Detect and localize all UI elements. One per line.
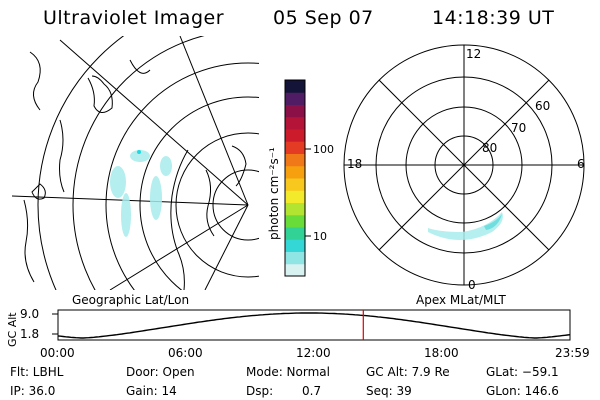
color-scale-segment: [285, 263, 305, 277]
color-scale-segment: [285, 116, 305, 130]
mlt-label-12: 12: [466, 47, 481, 61]
color-scale-segment: [285, 214, 305, 228]
aurora-patch: [121, 193, 131, 237]
altitude-curve: [57, 312, 571, 339]
aurora-patch: [130, 150, 150, 162]
info-dsp-value: 0.7: [302, 384, 321, 398]
aurora-patch: [110, 166, 126, 198]
time-tick-label: 12:00: [296, 346, 331, 360]
color-scale-segment: [285, 202, 305, 216]
color-scale-bar: [285, 80, 305, 277]
time-tick-label: 00:00: [40, 346, 75, 360]
color-scale-segment: [285, 141, 305, 154]
info-gc-alt: GC Alt: 7.9 Re: [366, 365, 450, 379]
color-scale-segment: [285, 251, 305, 265]
lat-arc: [105, 62, 259, 290]
geo-panel-caption: Geographic Lat/Lon: [72, 293, 189, 307]
color-tick-label-10: 10: [313, 230, 327, 243]
meridian: [109, 204, 249, 290]
mlt-label-6: 6: [577, 157, 585, 171]
coastline: [205, 169, 215, 237]
polar-aurora-bright: [484, 214, 502, 230]
info-ip: IP: 36.0: [10, 384, 55, 398]
coastline: [129, 59, 151, 74]
lat-arc: [212, 169, 259, 241]
mlat-label-60: 60: [535, 99, 550, 113]
observation-date: 05 Sep 07: [273, 7, 374, 29]
info-glon: GLon: 146.6: [486, 384, 559, 398]
instrument-title: Ultraviolet Imager: [43, 7, 225, 29]
time-tick-label: 06:00: [168, 346, 203, 360]
color-scale-segment: [285, 92, 305, 105]
lat-arc: [139, 96, 259, 290]
aurora-patch: [160, 156, 172, 176]
alt-axis-label: GC Alt: [6, 312, 19, 347]
coastline: [29, 51, 41, 111]
coastline: [87, 75, 113, 113]
color-scale-segment: [285, 227, 305, 240]
coastline: [31, 183, 46, 200]
aurora-patch: [150, 176, 162, 220]
alt-tick-label-9: 9.0: [20, 307, 39, 321]
mlat-label-80: 80: [482, 141, 497, 155]
info-seq: Seq: 39: [366, 384, 412, 398]
color-scale-segment: [285, 153, 305, 167]
color-tick-label-100: 100: [313, 143, 334, 156]
time-tick-label: 23:59: [555, 346, 590, 360]
lat-arc: [37, 36, 125, 290]
color-scale-segment: [285, 178, 305, 191]
coastline: [59, 119, 65, 193]
color-scale-frame: [284, 79, 306, 277]
color-scale-segment: [285, 129, 305, 142]
color-scale-unit: photon cm⁻²s⁻¹: [267, 147, 281, 240]
meridian: [179, 36, 249, 206]
color-scale-segment: [285, 239, 305, 252]
polar-aurora-oval: [428, 212, 503, 240]
info-glat: GLat: −59.1: [486, 365, 559, 379]
color-scale-segment: [285, 80, 305, 93]
color-scale-segment: [285, 190, 305, 203]
coastline: [231, 145, 247, 187]
mlt-label-0: 0: [468, 278, 476, 292]
polar-plot: [343, 44, 585, 286]
time-tick-label: 18:00: [424, 346, 459, 360]
observation-time: 14:18:39 UT: [432, 7, 555, 29]
info-mode: Mode: Normal: [246, 365, 330, 379]
alt-tick-label-1.8: 1.8: [20, 327, 39, 341]
polar-panel-caption: Apex MLat/MLT: [416, 293, 506, 307]
info-filter: Flt: LBHL: [10, 365, 64, 379]
info-dsp-label: Dsp:: [246, 384, 273, 398]
lat-arc: [72, 36, 205, 290]
info-gain: Gain: 14: [126, 384, 177, 398]
polar-meridian: [378, 79, 550, 251]
color-scale-segment: [285, 165, 305, 179]
coastline: [170, 149, 189, 290]
info-door: Door: Open: [126, 365, 195, 379]
color-scale-segment: [285, 104, 305, 118]
altitude-plot-frame: [57, 309, 571, 341]
mlat-label-70: 70: [511, 121, 526, 135]
meridian: [59, 39, 249, 206]
coastline: [23, 199, 35, 283]
meridian: [204, 204, 249, 290]
lat-arc: [175, 132, 259, 278]
mlt-label-18: 18: [347, 157, 362, 171]
aurora-peak: [137, 150, 141, 154]
